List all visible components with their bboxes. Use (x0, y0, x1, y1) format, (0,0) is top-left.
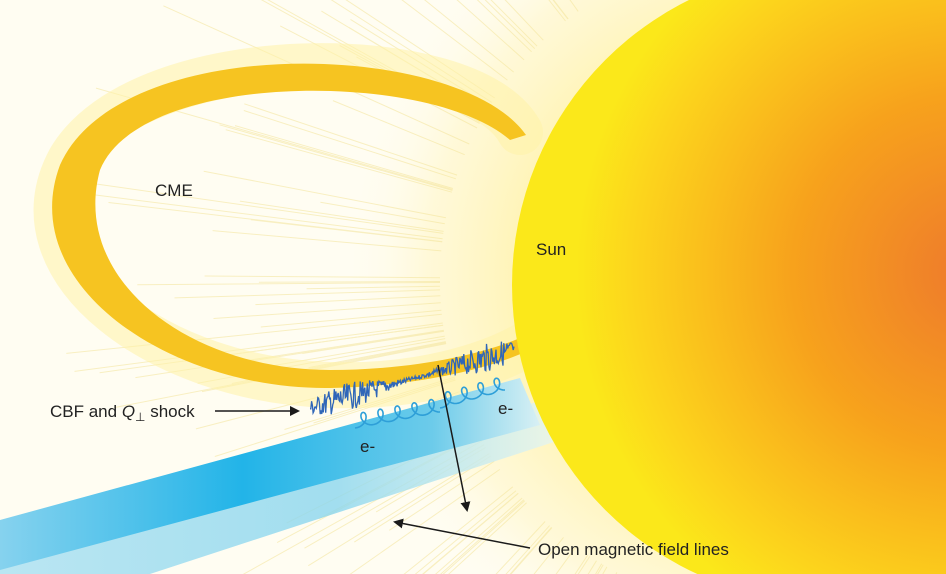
shock-label-perp: ⊥ (135, 410, 145, 424)
corona-ray (137, 282, 441, 286)
corona-ray (212, 230, 442, 252)
corona-ray (258, 281, 441, 283)
corona-ray (89, 193, 443, 240)
corona-ray (255, 295, 441, 306)
corona-ray (204, 275, 441, 279)
field-line-band-upper (0, 378, 540, 570)
corona-ray (203, 170, 446, 219)
corona-ray (440, 499, 525, 574)
electron-label-right: e- (498, 399, 513, 418)
corona-ray (354, 455, 492, 543)
corona-ray (424, 0, 515, 73)
corona-ray (349, 468, 501, 574)
corona-ray (422, 492, 519, 574)
field-lines-label: Open magnetic field lines (538, 540, 729, 559)
shock-turbulence (310, 341, 515, 416)
corona-ray (389, 460, 495, 531)
corona-ray (533, 537, 564, 574)
corona-ray (250, 219, 443, 243)
electron-path-left (354, 398, 441, 429)
electron-label-left: e- (360, 437, 375, 456)
corona-ray (442, 500, 526, 574)
corona-ray (490, 0, 538, 47)
corona-ray (505, 525, 550, 574)
electron-path-right (439, 377, 506, 409)
corona-ray (213, 302, 441, 319)
corona-ray (320, 201, 445, 225)
shock-label-q: Q (122, 402, 135, 421)
corona-ray (74, 322, 443, 372)
corona-ray (484, 0, 536, 49)
corona-ray (401, 0, 508, 81)
corona-ray (234, 125, 454, 189)
corona-ray (69, 179, 444, 234)
corona-ray (174, 289, 441, 299)
corona-ray (225, 129, 453, 193)
cme-label: CME (155, 181, 193, 200)
sun-disk (512, 0, 946, 574)
shock-normal-arrow (437, 364, 471, 512)
shock-label-prefix: CBF and (50, 402, 122, 421)
corona-ray (332, 100, 465, 156)
field-lines-pointer-arrow (393, 518, 531, 549)
corona-ray (495, 521, 546, 574)
corona-ray (239, 200, 444, 232)
corona-ray (504, 0, 544, 41)
shock-label-suffix: shock (146, 402, 196, 421)
corona-ray (435, 497, 523, 574)
shock-label: CBF and Q⊥ shock (50, 402, 195, 424)
corona-ray (260, 309, 442, 328)
corona-ray (403, 486, 514, 574)
corona-ray (243, 110, 457, 180)
corona-ray (476, 0, 532, 53)
sun-label: Sun (536, 240, 566, 259)
corona-ray (244, 103, 458, 176)
corona-ray (414, 490, 517, 574)
corona-ray (510, 527, 553, 574)
corona-ray (456, 0, 525, 61)
corona-ray (306, 285, 441, 290)
corona-ray (219, 124, 453, 191)
corona-ray (448, 502, 527, 574)
